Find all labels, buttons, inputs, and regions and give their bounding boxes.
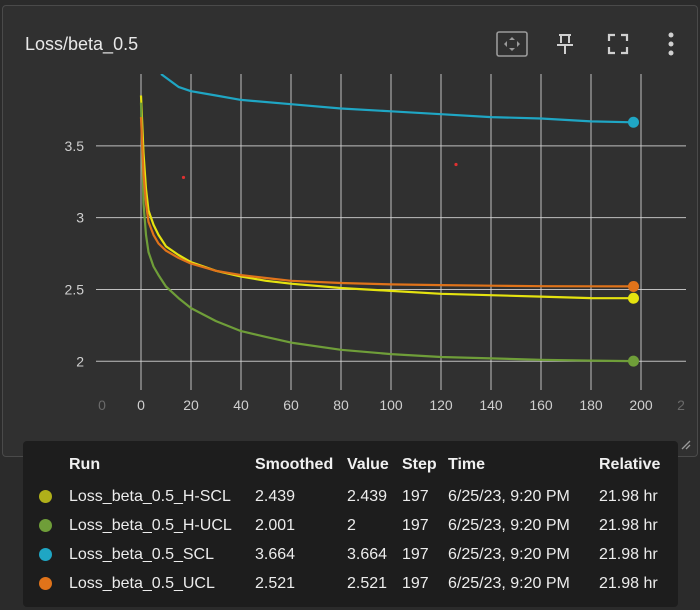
legend-step: 197 bbox=[402, 545, 429, 563]
legend-swatch-cell bbox=[35, 511, 65, 540]
fit-domain-button[interactable] bbox=[494, 26, 530, 62]
legend-run: Loss_beta_0.5_SCL bbox=[69, 545, 214, 563]
x-tick-label-faded: 2 bbox=[677, 397, 685, 413]
series-end-point bbox=[628, 292, 639, 304]
legend-swatch bbox=[39, 547, 52, 561]
legend-swatch bbox=[39, 518, 52, 532]
legend-smoothed: 3.664 bbox=[255, 545, 296, 563]
series-end-point bbox=[628, 116, 639, 128]
legend-step: 197 bbox=[402, 574, 429, 592]
x-tick-label: 120 bbox=[429, 397, 453, 413]
pin-icon bbox=[557, 34, 573, 54]
card-toolbar bbox=[477, 26, 689, 62]
more-vert-icon bbox=[668, 32, 674, 56]
legend-swatch-cell bbox=[35, 482, 65, 511]
x-tick-label-faded: 0 bbox=[98, 397, 106, 413]
x-tick-label: 80 bbox=[333, 397, 349, 413]
series-end-point bbox=[628, 355, 639, 367]
pin-button[interactable] bbox=[547, 26, 583, 62]
legend-relative: 21.98 hr bbox=[599, 516, 658, 534]
legend-table: Run Smoothed Value Step Time Relative Lo… bbox=[23, 441, 678, 607]
legend-run: Loss_beta_0.5_H-UCL bbox=[69, 516, 232, 534]
x-tick-label: 100 bbox=[379, 397, 403, 413]
series-line bbox=[139, 117, 634, 288]
header-step: Step bbox=[402, 456, 437, 473]
header-relative: Relative bbox=[599, 456, 661, 473]
series-end-point bbox=[628, 280, 639, 292]
y-tick-label: 2 bbox=[76, 353, 84, 369]
line-chart[interactable]: 0 20 40 60 80 100 120 140 160 180 200 0 2 2 2.5 3 3.5 bbox=[0, 0, 700, 440]
header-run: Run bbox=[69, 456, 101, 473]
y-tick-label: 2.5 bbox=[65, 281, 85, 297]
legend-relative: 21.98 hr bbox=[599, 487, 658, 505]
legend-step: 197 bbox=[402, 516, 429, 534]
x-tick-label: 20 bbox=[183, 397, 199, 413]
legend-time: 6/25/23, 9:20 PM bbox=[448, 545, 570, 563]
legend-run: Loss_beta_0.5_H-SCL bbox=[69, 487, 231, 505]
outlier-point bbox=[454, 162, 458, 167]
legend-swatch-cell bbox=[35, 540, 65, 569]
legend-run: Loss_beta_0.5_UCL bbox=[69, 574, 215, 592]
x-tick-label: 200 bbox=[629, 397, 653, 413]
legend-swatch-cell bbox=[35, 569, 65, 598]
resize-handle[interactable] bbox=[679, 438, 691, 450]
fit-domain-icon bbox=[496, 31, 528, 57]
legend-swatch bbox=[39, 489, 52, 503]
legend-row: Loss_beta_0.5_H-SCL 2.439 2.439 197 6/25/23,… bbox=[35, 482, 664, 511]
legend-swatch bbox=[39, 576, 52, 590]
y-tick-label: 3 bbox=[76, 210, 84, 226]
x-tick-label: 60 bbox=[283, 397, 299, 413]
legend-time: 6/25/23, 9:20 PM bbox=[448, 487, 570, 505]
legend-value: 2.521 bbox=[347, 574, 388, 592]
header-smoothed: Smoothed bbox=[255, 456, 334, 473]
legend-row: Loss_beta_0.5_UCL 2.521 2.521 197 6/25/23, 9… bbox=[35, 569, 664, 598]
legend-row: Loss_beta_0.5_H-UCL 2.001 2 197 6/25/23, 9:2… bbox=[35, 511, 664, 540]
legend-row: Loss_beta_0.5_SCL 3.664 3.664 197 6/25/23, 9… bbox=[35, 540, 664, 569]
legend-smoothed: 2.439 bbox=[255, 487, 296, 505]
more-button[interactable] bbox=[653, 26, 689, 62]
fullscreen-icon bbox=[607, 33, 629, 55]
x-tick-label: 160 bbox=[529, 397, 553, 413]
x-tick-label: 0 bbox=[137, 397, 145, 413]
outlier-point bbox=[181, 175, 186, 180]
series-line bbox=[160, 74, 634, 124]
legend-value: 2.439 bbox=[347, 487, 388, 505]
legend-smoothed: 2.521 bbox=[255, 574, 296, 592]
fullscreen-button[interactable] bbox=[600, 26, 636, 62]
series-line bbox=[139, 102, 634, 363]
legend-smoothed: 2.001 bbox=[255, 516, 296, 534]
legend-step: 197 bbox=[402, 487, 429, 505]
legend-relative: 21.98 hr bbox=[599, 574, 658, 592]
legend-value: 3.664 bbox=[347, 545, 388, 563]
y-tick-label: 3.5 bbox=[65, 138, 85, 154]
legend-time: 6/25/23, 9:20 PM bbox=[448, 516, 570, 534]
x-tick-label: 140 bbox=[479, 397, 503, 413]
x-tick-label: 180 bbox=[579, 397, 603, 413]
legend-relative: 21.98 hr bbox=[599, 545, 658, 563]
header-value: Value bbox=[347, 456, 389, 473]
legend-value: 2 bbox=[347, 516, 356, 534]
header-time: Time bbox=[448, 456, 486, 473]
x-tick-label: 40 bbox=[233, 397, 249, 413]
card-title: Loss/beta_0.5 bbox=[25, 34, 139, 54]
legend-time: 6/25/23, 9:20 PM bbox=[448, 574, 570, 592]
